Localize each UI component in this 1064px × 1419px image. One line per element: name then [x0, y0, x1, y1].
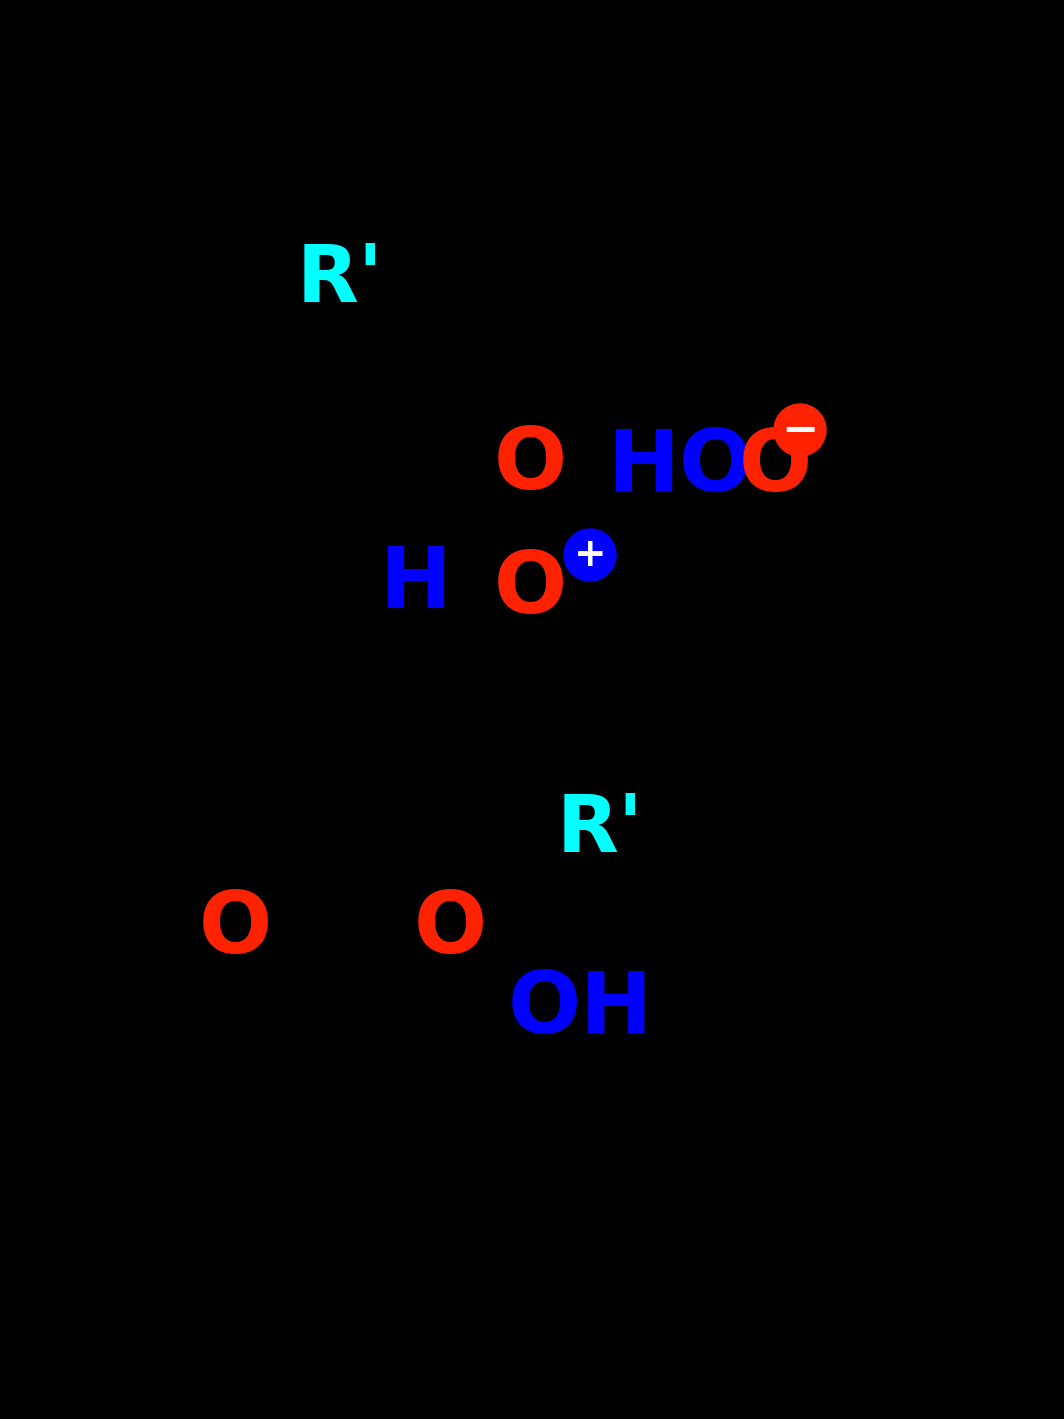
- Circle shape: [774, 404, 826, 455]
- Text: O: O: [414, 888, 486, 972]
- Text: +: +: [573, 536, 606, 575]
- Text: H: H: [379, 543, 451, 627]
- Circle shape: [564, 529, 616, 580]
- Text: O: O: [738, 427, 812, 509]
- Text: R': R': [556, 790, 644, 868]
- Text: O: O: [198, 888, 271, 972]
- Text: OH: OH: [508, 969, 652, 1051]
- Text: R': R': [297, 241, 383, 319]
- Text: HO: HO: [608, 427, 752, 509]
- Text: O: O: [494, 549, 567, 631]
- Text: O: O: [494, 423, 567, 507]
- Text: −: −: [781, 409, 818, 451]
